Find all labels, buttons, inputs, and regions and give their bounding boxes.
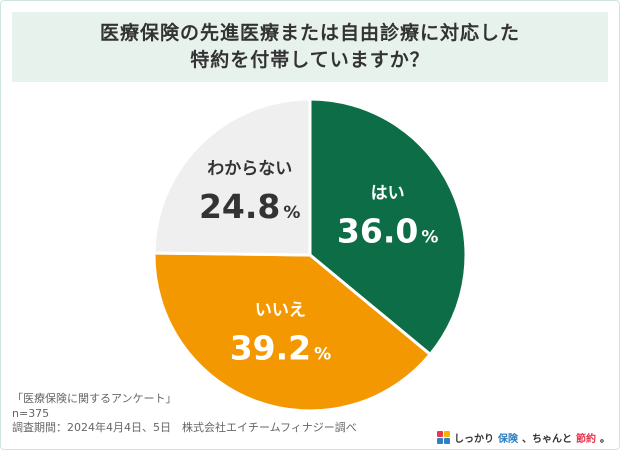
pie-slice-1 <box>152 251 433 413</box>
pie-slice-value-2: 24.8% <box>199 187 300 226</box>
pie-slice-value-1: 39.2% <box>230 329 331 368</box>
pie-slice-0 <box>308 97 468 357</box>
brand-text-5: 。 <box>600 434 610 445</box>
brand-logo-icon <box>437 431 450 444</box>
brand-text-3: 、ちゃんと <box>522 434 572 445</box>
chart-footer: 「医療保険に関するアンケート」 n=375 調査期間：2024年4月4日、5日 … <box>12 392 357 436</box>
brand-text-1: しっかり <box>454 434 494 445</box>
brand-tagline: しっかり 保険 、ちゃんと 節約。 <box>437 430 610 445</box>
survey-name: 「医療保険に関するアンケート」 <box>12 392 177 405</box>
pie-slice-label-0: はい <box>371 183 405 203</box>
brand-text-4: 節約 <box>576 434 596 445</box>
pie-slice-label-1: いいえ <box>255 301 306 321</box>
brand-text-2: 保険 <box>498 434 518 445</box>
sample-size: n=375 <box>12 406 50 420</box>
pie-slices <box>152 97 468 413</box>
pie-slice-2 <box>152 97 312 257</box>
chart-title-line-1: 医療保険の先進医療または自由診療に対応した <box>99 22 520 44</box>
chart-title-box: 医療保険の先進医療または自由診療に対応した 特約を付帯していますか？ <box>12 12 608 82</box>
chart-title-line-2: 特約を付帯していますか？ <box>190 49 430 71</box>
pie-slice-label-2: わからない <box>207 159 292 179</box>
survey-period: 調査期間：2024年4月4日、5日 株式会社エイチームフィナジー調べ <box>12 421 357 434</box>
